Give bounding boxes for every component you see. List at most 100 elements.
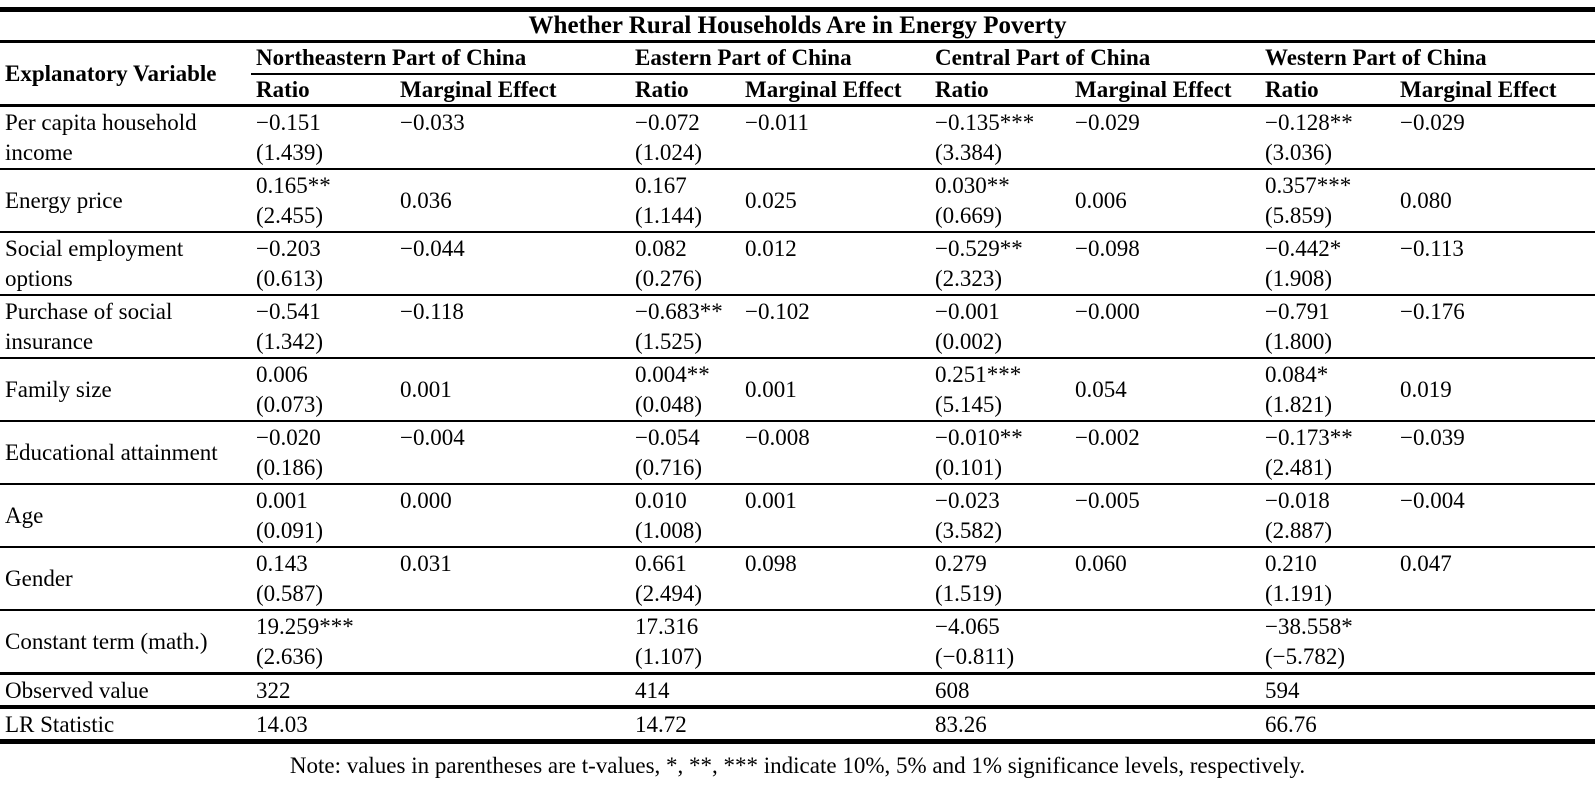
- marginal-effect-cell: 0.025: [740, 169, 930, 233]
- ratio-cell: 0.082 (0.276): [630, 232, 740, 296]
- ratio-cell: −4.065 (−0.811): [930, 610, 1070, 675]
- row-label: Family size: [0, 358, 251, 422]
- explanatory-variable-header: Explanatory Variable: [0, 41, 251, 107]
- marginal-effect-cell: −0.113: [1395, 232, 1595, 296]
- ratio-cell: 0.006 (0.073): [251, 358, 395, 422]
- row-label: Per capita household income: [0, 105, 251, 170]
- variable-row: Social employment options −0.203 (0.613) −0.…: [0, 232, 1595, 296]
- row-label-line: Per capita household: [5, 110, 197, 135]
- row-label: Educational attainment: [0, 421, 251, 485]
- ratio-value: 0.251***: [935, 362, 1022, 387]
- variable-row: Purchase of social insurance −0.541 (1.342)…: [0, 295, 1595, 359]
- marginal-effect-cell: −0.029: [1070, 105, 1260, 170]
- ratio-value: 0.143: [256, 551, 308, 576]
- t-value: (5.859): [1265, 203, 1333, 228]
- t-value: (1.024): [635, 140, 703, 165]
- ratio-header-northeastern: Ratio: [251, 74, 395, 107]
- title-row: Whether Rural Households Are in Energy P…: [0, 9, 1595, 43]
- summary-value: 322: [251, 673, 630, 709]
- t-value: (1.008): [635, 518, 703, 543]
- t-value: (3.036): [1265, 140, 1333, 165]
- t-value: (2.455): [256, 203, 324, 228]
- t-value: (0.716): [635, 455, 703, 480]
- ratio-value: −0.442*: [1265, 236, 1342, 261]
- regression-results-table: Whether Rural Households Are in Energy P…: [0, 7, 1595, 744]
- row-label-line: options: [5, 266, 73, 291]
- ratio-cell: 19.259*** (2.636): [251, 610, 395, 675]
- summary-value: 608: [930, 673, 1260, 709]
- t-value: (0.048): [635, 392, 703, 417]
- row-label-line: Family size: [5, 377, 112, 402]
- ratio-value: −0.054: [635, 425, 700, 450]
- ratio-cell: 0.167 (1.144): [630, 169, 740, 233]
- marginal-effect-cell: −0.044: [395, 232, 630, 296]
- row-label-line: Constant term (math.): [5, 629, 208, 654]
- row-label: Age: [0, 484, 251, 548]
- group-header-central: Central Part of China: [930, 41, 1260, 75]
- ratio-value: −0.010**: [935, 425, 1023, 450]
- t-value: (0.101): [935, 455, 1003, 480]
- ratio-value: −0.018: [1265, 488, 1330, 513]
- ratio-value: −0.135***: [935, 110, 1035, 135]
- t-value: (0.276): [635, 266, 703, 291]
- ratio-header-eastern: Ratio: [630, 74, 740, 107]
- marginal-effect-header-eastern: Marginal Effect: [740, 74, 930, 107]
- ratio-value: 17.316: [635, 614, 699, 639]
- ratio-value: 0.006: [256, 362, 308, 387]
- ratio-cell: −0.683** (1.525): [630, 295, 740, 359]
- t-value: (2.887): [1265, 518, 1333, 543]
- t-value: (2.494): [635, 581, 703, 606]
- ratio-value: −0.173**: [1265, 425, 1353, 450]
- group-header-northeastern: Northeastern Part of China: [251, 41, 630, 75]
- group-header-eastern: Eastern Part of China: [630, 41, 930, 75]
- lr-statistic-row: LR Statistic 14.03 14.72 83.26 66.76: [0, 707, 1595, 742]
- t-value: (0.613): [256, 266, 324, 291]
- t-value: (0.091): [256, 518, 324, 543]
- variable-row: Educational attainment −0.020 (0.186) −0.00…: [0, 421, 1595, 485]
- ratio-value: −0.020: [256, 425, 321, 450]
- ratio-value: 0.661: [635, 551, 687, 576]
- marginal-effect-cell: −0.118: [395, 295, 630, 359]
- group-header-row: Explanatory Variable Northeastern Part o…: [0, 41, 1595, 107]
- t-value: (1.342): [256, 329, 324, 354]
- marginal-effect-cell: 0.031: [395, 547, 630, 611]
- t-value: (−5.782): [1265, 644, 1346, 669]
- variable-row: Per capita household income −0.151 (1.439) −…: [0, 105, 1595, 170]
- ratio-value: 0.210: [1265, 551, 1317, 576]
- row-label: LR Statistic: [5, 712, 115, 737]
- marginal-effect-cell: 0.001: [395, 358, 630, 422]
- t-value: (1.821): [1265, 392, 1333, 417]
- ratio-cell: 17.316 (1.107): [630, 610, 740, 675]
- ratio-cell: −0.529** (2.323): [930, 232, 1070, 296]
- ratio-header-western: Ratio: [1260, 74, 1395, 107]
- marginal-effect-cell: −0.029: [1395, 105, 1595, 170]
- row-label-line: Age: [5, 503, 44, 528]
- ratio-value: 19.259***: [256, 614, 354, 639]
- t-value: (0.073): [256, 392, 324, 417]
- marginal-effect-cell: 0.019: [1395, 358, 1595, 422]
- marginal-effect-cell: −0.176: [1395, 295, 1595, 359]
- row-label: Constant term (math.): [0, 610, 251, 675]
- t-value: (0.002): [935, 329, 1003, 354]
- ratio-cell: −0.072 (1.024): [630, 105, 740, 170]
- group-header-western: Western Part of China: [1260, 41, 1595, 75]
- marginal-effect-cell: −0.000: [1070, 295, 1260, 359]
- marginal-effect-cell: 0.036: [395, 169, 630, 233]
- ratio-value: 0.279: [935, 551, 987, 576]
- ratio-cell: −0.135*** (3.384): [930, 105, 1070, 170]
- ratio-cell: −0.151 (1.439): [251, 105, 395, 170]
- marginal-effect-cell: −0.002: [1070, 421, 1260, 485]
- ratio-cell: −38.558* (−5.782): [1260, 610, 1395, 675]
- ratio-cell: 0.210 (1.191): [1260, 547, 1395, 611]
- ratio-cell: 0.165** (2.455): [251, 169, 395, 233]
- variable-row: Energy price 0.165** (2.455) 0.036 0.167 (1.1…: [0, 169, 1595, 233]
- ratio-value: −0.791: [1265, 299, 1330, 324]
- row-label: Energy price: [0, 169, 251, 233]
- row-label-line: Social employment: [5, 236, 184, 261]
- t-value: (1.439): [256, 140, 324, 165]
- table-body: Per capita household income −0.151 (1.439) −…: [0, 105, 1595, 742]
- ratio-value: −0.203: [256, 236, 321, 261]
- ratio-cell: −0.010** (0.101): [930, 421, 1070, 485]
- t-value: (1.519): [935, 581, 1003, 606]
- marginal-effect-cell: −0.011: [740, 105, 930, 170]
